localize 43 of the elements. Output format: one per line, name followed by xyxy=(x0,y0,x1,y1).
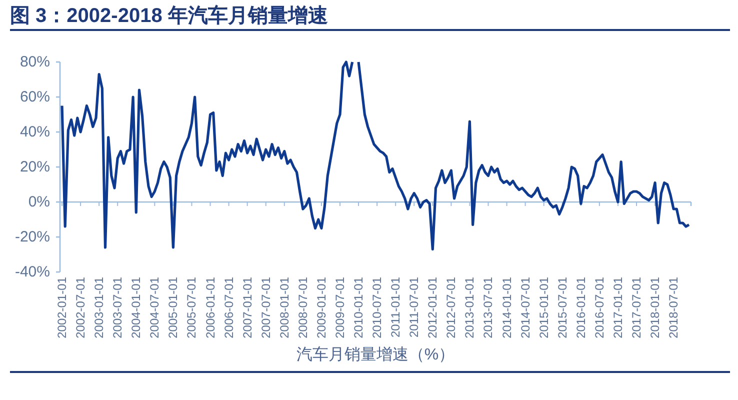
x-tick-label: 2002-07-01 xyxy=(74,276,88,338)
x-tick-label: 2008-01-01 xyxy=(277,276,292,338)
x-tick-label: 2013-07-01 xyxy=(481,276,496,338)
x-tick-label: 2012-01-01 xyxy=(426,276,440,338)
x-tick-label: 2003-07-01 xyxy=(110,276,125,338)
x-tick-label: 2011-07-01 xyxy=(407,276,422,338)
x-tick-label: 2002-01-01 xyxy=(55,276,69,338)
x-tick-label: 2017-01-01 xyxy=(610,276,625,338)
x-tick-label: 2008-07-01 xyxy=(296,276,310,338)
y-tick-label: -40% xyxy=(14,264,50,280)
x-tick-label: 2010-07-01 xyxy=(370,276,384,338)
y-tick-label: 40% xyxy=(20,124,50,140)
x-tick-label: 2004-01-01 xyxy=(129,276,144,338)
x-tick-label: 2009-07-01 xyxy=(332,276,347,338)
y-tick-label: 60% xyxy=(20,88,50,106)
x-tick-label: 2016-01-01 xyxy=(574,276,588,338)
x-tick-label: 2015-01-01 xyxy=(536,276,551,338)
y-tick-label: 20% xyxy=(20,158,50,176)
chart-title: 图 3：2002-2018 年汽车月销量增速 xyxy=(10,4,328,27)
y-tick-label: 80% xyxy=(20,54,50,70)
x-tick-label: 2004-07-01 xyxy=(148,276,162,338)
x-tick-label: 2010-01-01 xyxy=(352,276,366,338)
x-tick-label: 2015-07-01 xyxy=(555,276,570,338)
x-tick-label: 2006-01-01 xyxy=(203,276,218,338)
x-tick-label: 2017-07-01 xyxy=(629,276,644,338)
y-tick-label: 0% xyxy=(28,194,50,210)
x-tick-label: 2005-01-01 xyxy=(166,276,180,338)
x-tick-label: 2014-07-01 xyxy=(518,276,532,338)
x-tick-label: 2011-01-01 xyxy=(388,276,403,338)
x-axis-title: 汽车月销量增速（%） xyxy=(296,346,455,364)
x-tick-label: 2003-01-01 xyxy=(92,276,106,338)
x-tick-label: 2018-07-01 xyxy=(666,276,681,338)
x-tick-label: 2007-07-01 xyxy=(258,276,273,338)
x-tick-label: 2016-07-01 xyxy=(592,276,606,338)
x-tick-label: 2013-01-01 xyxy=(462,276,477,338)
x-tick-label: 2012-07-01 xyxy=(444,276,458,338)
x-tick-label: 2018-01-01 xyxy=(648,276,662,338)
x-tick-label: 2005-07-01 xyxy=(184,276,199,338)
x-tick-label: 2006-07-01 xyxy=(222,276,236,338)
x-tick-label: 2007-01-01 xyxy=(240,276,254,338)
x-tick-label: 2009-01-01 xyxy=(314,276,328,338)
y-tick-label: -20% xyxy=(14,228,50,246)
x-tick-label: 2014-01-01 xyxy=(500,276,514,338)
